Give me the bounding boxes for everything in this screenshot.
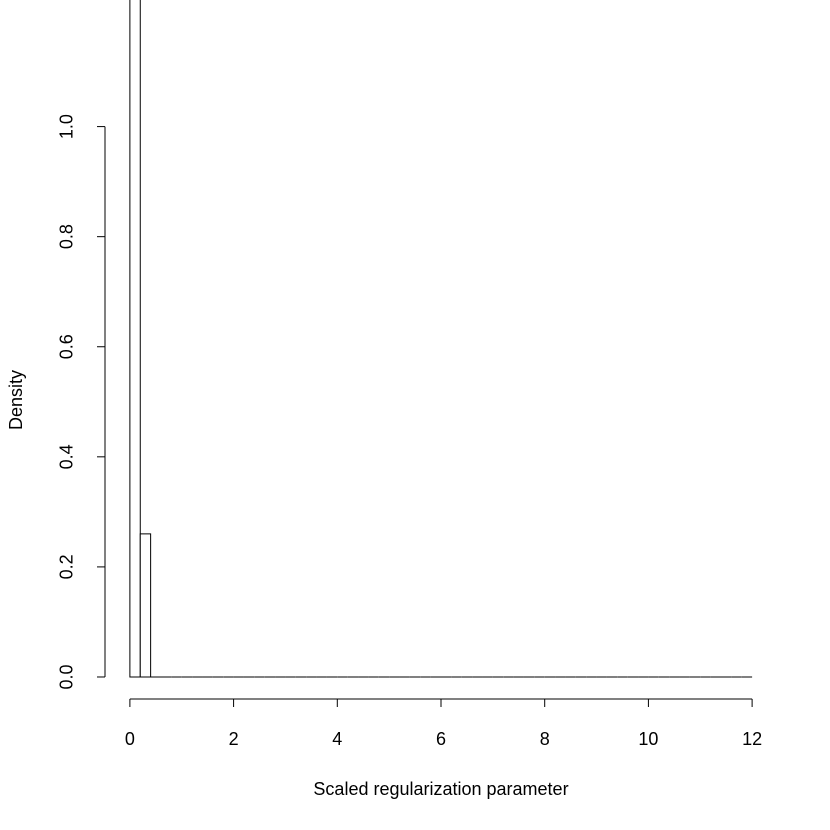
y-tick-label: 0.0 <box>57 664 77 689</box>
bar <box>139 533 152 678</box>
bars <box>129 0 753 678</box>
y-tick-label: 1.0 <box>57 114 77 139</box>
y-tick-label: 0.8 <box>57 224 77 249</box>
x-tick-label: 2 <box>229 729 239 749</box>
x-tick-label: 10 <box>638 729 658 749</box>
x-tick-label: 6 <box>436 729 446 749</box>
x-axis-label: Scaled regularization parameter <box>313 779 568 799</box>
x-tick-label: 8 <box>540 729 550 749</box>
y-tick-label: 0.6 <box>57 334 77 359</box>
x-tick-label: 0 <box>125 729 135 749</box>
bar <box>129 0 141 678</box>
x-tick-label: 4 <box>332 729 342 749</box>
y-axis-label: Density <box>6 370 26 430</box>
y-tick-label: 0.2 <box>57 554 77 579</box>
x-tick-label: 12 <box>742 729 762 749</box>
y-tick-label: 0.4 <box>57 444 77 469</box>
